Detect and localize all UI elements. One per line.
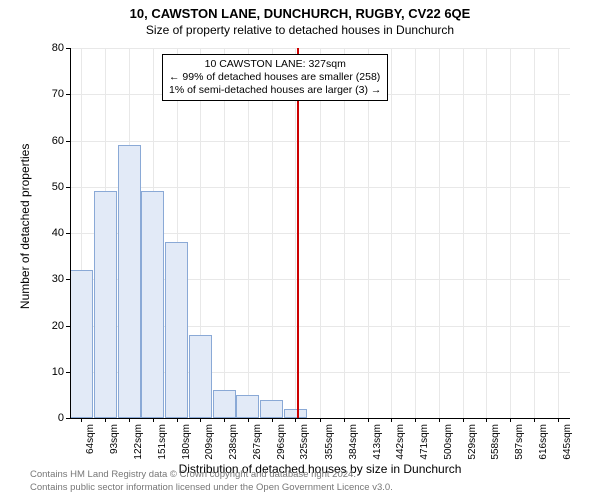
histogram-bar [189, 335, 212, 418]
histogram-bar [213, 390, 236, 418]
gridline-v [415, 48, 416, 418]
histogram-bar [260, 400, 283, 419]
chart-title: 10, CAWSTON LANE, DUNCHURCH, RUGBY, CV22… [0, 0, 600, 21]
x-tick-label: 384sqm [348, 424, 359, 460]
footer-line2: Contains public sector information licen… [30, 482, 393, 494]
x-tick-label: 64sqm [85, 424, 96, 454]
chart-subtitle: Size of property relative to detached ho… [0, 21, 600, 37]
gridline-v [224, 48, 225, 418]
x-axis-line [70, 418, 570, 419]
x-tick-label: 442sqm [395, 424, 406, 460]
y-tick-label: 10 [34, 366, 64, 378]
gridline-v [344, 48, 345, 418]
gridline-v [368, 48, 369, 418]
x-tick-label: 296sqm [276, 424, 287, 460]
annotation-callout: 10 CAWSTON LANE: 327sqm ← 99% of detache… [162, 54, 388, 101]
x-tick-label: 529sqm [467, 424, 478, 460]
y-tick-label: 70 [34, 88, 64, 100]
gridline-v [486, 48, 487, 418]
x-tick-label: 325sqm [299, 424, 310, 460]
x-tick-label: 355sqm [324, 424, 335, 460]
gridline-v [248, 48, 249, 418]
gridline-v [391, 48, 392, 418]
x-tick-label: 180sqm [181, 424, 192, 460]
footer-line1: Contains HM Land Registry data © Crown c… [30, 469, 393, 481]
y-tick-label: 20 [34, 320, 64, 332]
chart-area: Number of detached properties Distributi… [70, 48, 570, 418]
histogram-bar [118, 145, 141, 418]
gridline-v [439, 48, 440, 418]
x-tick-label: 471sqm [419, 424, 430, 460]
x-tick-label: 616sqm [538, 424, 549, 460]
x-tick-label: 209sqm [204, 424, 215, 460]
histogram-bar [284, 409, 307, 418]
gridline-v [463, 48, 464, 418]
gridline-v [510, 48, 511, 418]
x-tick-label: 413sqm [372, 424, 383, 460]
x-tick-label: 93sqm [109, 424, 120, 454]
callout-line3: 1% of semi-detached houses are larger (3… [169, 84, 381, 97]
gridline-v [534, 48, 535, 418]
histogram-bar [141, 191, 164, 418]
histogram-bar [165, 242, 188, 418]
x-tick-label: 122sqm [133, 424, 144, 460]
marker-line [297, 48, 299, 418]
x-tick-label: 500sqm [443, 424, 454, 460]
x-tick-label: 267sqm [252, 424, 263, 460]
x-tick-label: 151sqm [157, 424, 168, 460]
x-tick-label: 238sqm [228, 424, 239, 460]
gridline-v [272, 48, 273, 418]
x-tick-label: 645sqm [562, 424, 573, 460]
x-tick-label: 558sqm [490, 424, 501, 460]
y-tick-label: 60 [34, 135, 64, 147]
callout-line1: 10 CAWSTON LANE: 327sqm [169, 58, 381, 71]
plot-region [70, 48, 570, 418]
footer-attribution: Contains HM Land Registry data © Crown c… [30, 469, 393, 494]
y-tick-label: 50 [34, 181, 64, 193]
gridline-v [320, 48, 321, 418]
callout-line2: ← 99% of detached houses are smaller (25… [169, 71, 381, 84]
y-tick-label: 30 [34, 273, 64, 285]
x-tick-label: 587sqm [514, 424, 525, 460]
histogram-bar [236, 395, 259, 418]
y-tick-label: 80 [34, 42, 64, 54]
y-tick-label: 0 [34, 412, 64, 424]
y-tick-label: 40 [34, 227, 64, 239]
y-axis-label: Number of detached properties [18, 144, 32, 309]
gridline-v [558, 48, 559, 418]
histogram-bar [70, 270, 93, 418]
y-axis-line [70, 48, 71, 418]
histogram-bar [94, 191, 117, 418]
